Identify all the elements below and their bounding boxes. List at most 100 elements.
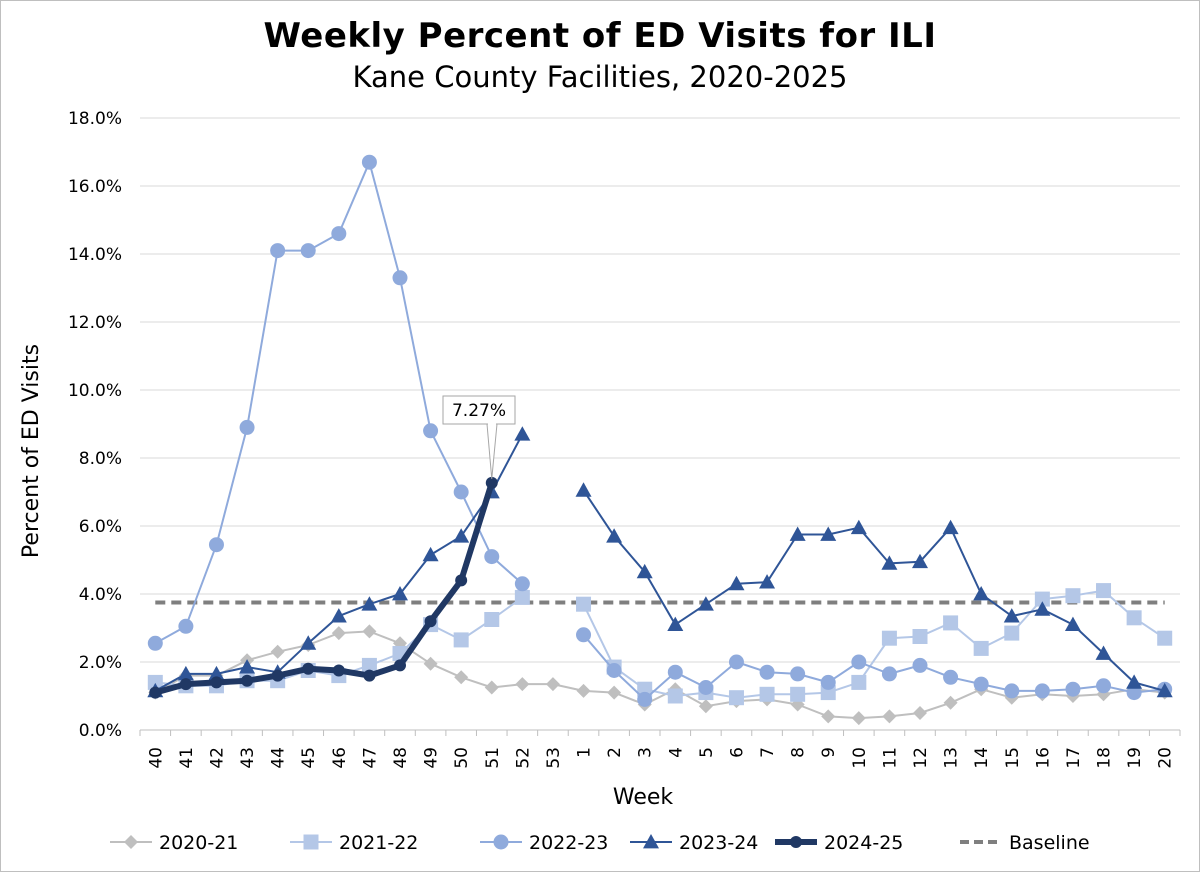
data-point [300,243,316,259]
y-axis-ticks: 0.0% 2.0% 4.0% 6.0% 8.0% 10.0% 12.0% 14.0% 16.0%… [68,109,122,741]
data-point [178,618,194,634]
data-point [759,664,775,680]
data-point [728,575,745,591]
data-point [300,635,317,650]
data-point [302,662,315,675]
data-point [912,657,928,673]
data-point [423,656,438,671]
data-point [361,657,377,673]
data-point [455,574,468,587]
data-point [943,615,959,631]
data-point [697,596,714,611]
x-tick-label: 52 [513,747,533,769]
data-point [1095,645,1112,660]
data-callout: 7.27% [442,395,516,479]
data-point [943,669,959,685]
data-point [392,586,408,601]
gridlines [140,117,1180,731]
legend-label: 2020-21 [159,832,238,854]
x-tick-label: 50 [452,747,472,769]
data-point [912,629,928,644]
y-tick-label: 18.0% [68,109,122,129]
data-point [210,676,223,689]
data-point [1034,683,1050,699]
x-tick-label: 17 [1064,747,1084,769]
data-point [1064,616,1081,631]
data-point [1065,681,1081,697]
data-point [1126,610,1142,626]
data-point [667,688,683,704]
data-point [637,691,653,707]
data-point [667,616,684,631]
data-point [362,624,377,639]
callout-label: 7.27% [452,401,506,421]
data-point [484,549,500,565]
data-point [667,664,683,680]
series-2022-23 [147,154,1173,707]
legend-marker [124,835,138,849]
data-point [271,669,284,682]
x-tick-label: 1 [575,747,595,758]
data-point [973,676,989,692]
data-point [1034,591,1050,607]
data-point [361,154,377,170]
x-tick-label: 10 [850,747,870,769]
legend-marker [493,834,509,850]
data-point [881,666,897,682]
data-point [454,670,469,685]
x-tick-label: 18 [1095,747,1115,769]
data-point [392,270,408,286]
data-point [1126,685,1142,701]
data-point [424,615,437,628]
x-tick-label: 41 [177,747,197,769]
data-point [606,528,623,543]
data-point [514,576,530,592]
x-tick-label: 9 [819,747,839,758]
data-point [514,589,530,605]
legend-item-2023-24: 2023-24 [630,832,758,854]
legend-label: 2024-25 [824,832,903,854]
series-2023-24 [147,426,1173,698]
data-point [790,686,806,702]
data-point [453,528,470,543]
y-tick-label: 0.0% [79,721,122,741]
x-tick-label: 8 [789,747,809,758]
legend-item-2020-21: 2020-21 [110,832,238,854]
x-tick-label: 49 [422,747,442,769]
x-tick-label: 13 [942,747,962,769]
legend: 2020-21 2021-22 2022-23 2023-24 2024-25 Basel… [110,832,1090,854]
data-point [789,526,806,541]
data-point [821,709,836,724]
data-point [913,706,927,720]
x-tick-label: 46 [330,747,350,769]
legend-item-Baseline: Baseline [960,832,1090,854]
data-point [698,680,714,695]
data-point [239,659,256,674]
data-point [728,690,744,706]
data-point [423,423,439,439]
series-line [154,433,1166,692]
data-point [728,654,744,670]
data-point [484,612,500,627]
data-point [514,426,531,441]
data-point [147,674,163,690]
x-tick-label: 5 [697,747,717,758]
data-point [147,635,163,651]
data-point [881,630,897,646]
chart-title: Weekly Percent of ED Visits for ILI [263,16,937,56]
data-point [453,632,469,648]
callout-pointer [486,423,498,479]
chart-subtitle: Kane County Facilities, 2020-2025 [352,60,848,94]
data-point [515,677,530,692]
data-point [1004,625,1020,641]
legend-label: 2022-23 [529,832,608,854]
x-axis-ticks: 40 41 42 43 44 45 46 47 48 49 50 51 52 53 1 2 3 4 5 6 7 8 9 10 1… [139,730,1181,769]
legend-marker [303,834,319,850]
y-tick-label: 12.0% [68,313,122,333]
x-tick-label: 6 [727,747,747,758]
data-point [1156,682,1173,698]
data-point [149,686,162,699]
x-tick-label: 11 [880,747,900,769]
data-point [331,626,346,641]
data-point [1034,601,1051,616]
